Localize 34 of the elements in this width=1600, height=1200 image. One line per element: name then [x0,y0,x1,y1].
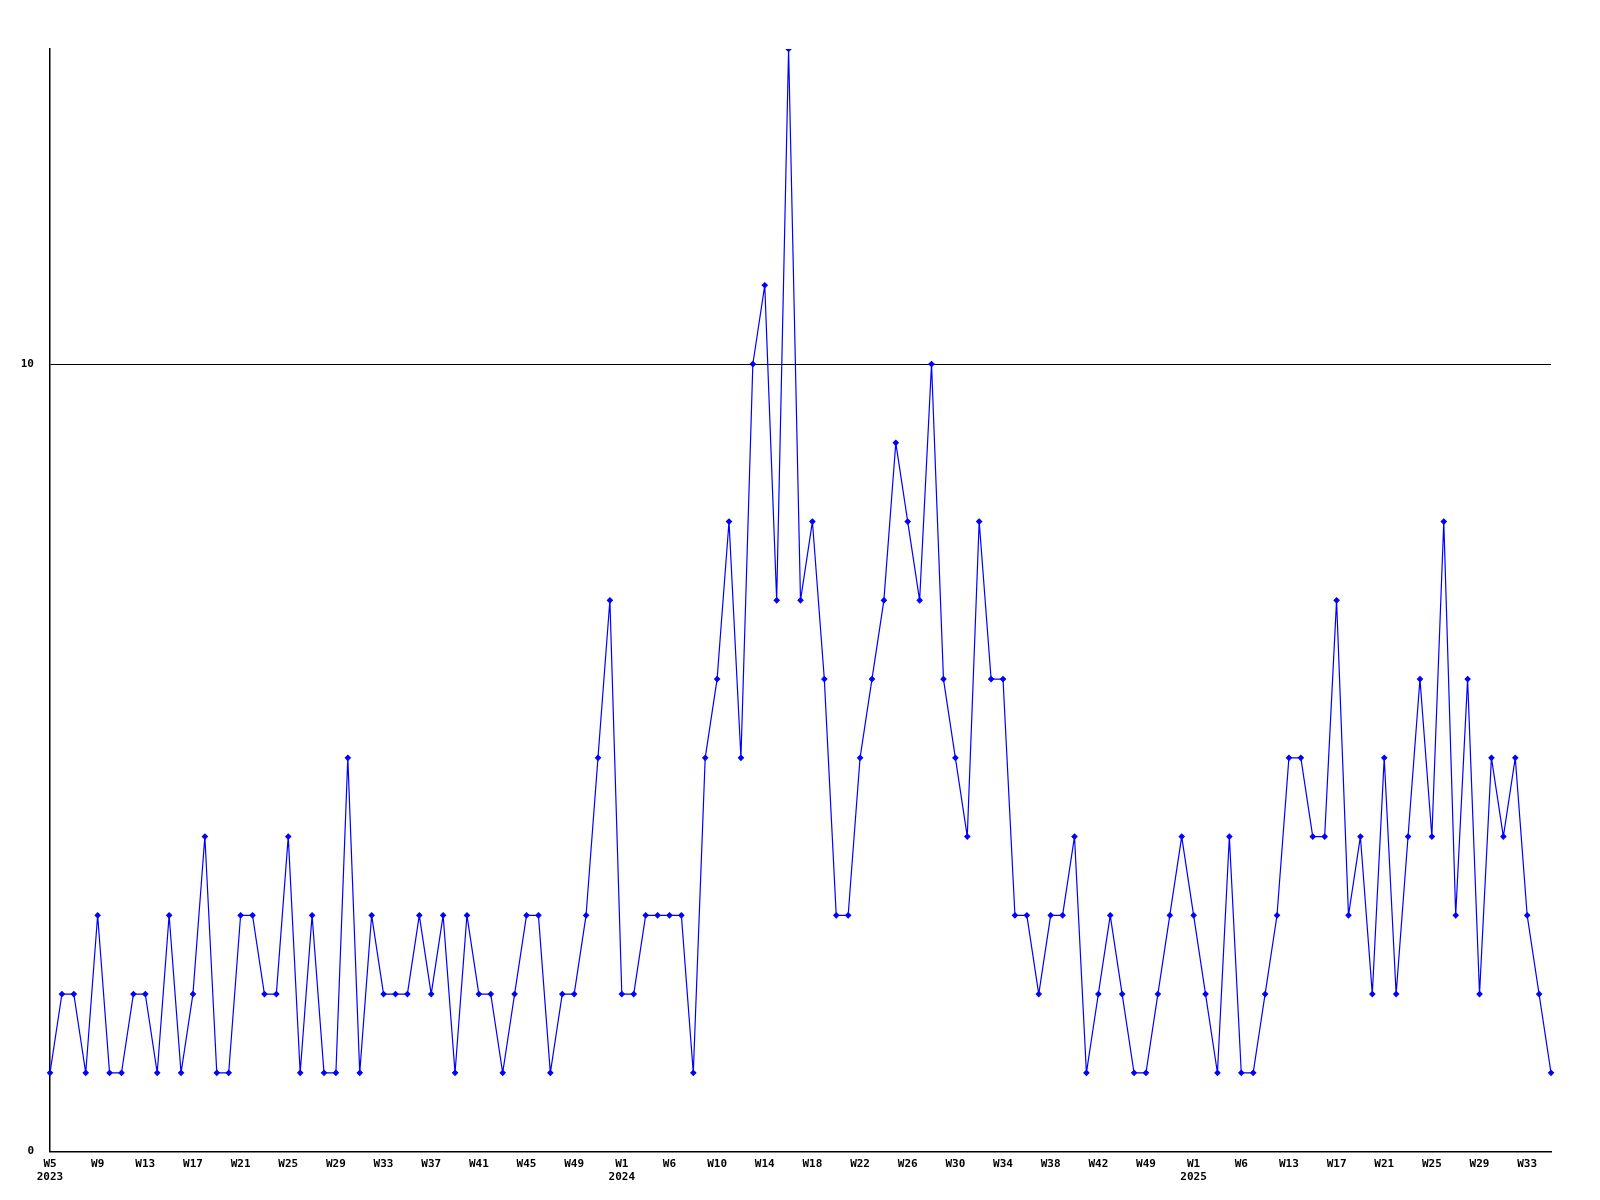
x-tick-label: W41 [468,1157,490,1171]
x-tick-label: W37 [421,1157,442,1171]
x-tick-label: W6 [662,1157,677,1171]
x-tick-label: W13 [135,1157,156,1171]
x-tick-label: W25 [1421,1157,1442,1171]
x-tick-label: W9 [91,1157,105,1171]
x-tick-label: W1 2024 [608,1157,636,1184]
y-tick-label: 0 [27,1144,34,1158]
x-tick-label: W45 [516,1157,537,1171]
x-tick-label: W42 [1088,1157,1109,1171]
x-tick-label: W14 [754,1157,776,1171]
x-tick-label: W13 [1278,1157,1299,1171]
x-tick-label: W10 [707,1157,728,1171]
x-tick-label: W21 [1374,1157,1395,1171]
x-tick-label: W22 [850,1157,870,1171]
x-tick-label: W5 2023 [36,1157,64,1184]
x-tick-label: W17 [1326,1157,1347,1171]
x-tick-label: W38 [1040,1157,1061,1171]
x-tick-label: W21 [230,1157,251,1171]
x-tick-label: W26 [897,1157,919,1171]
x-tick-label: W34 [993,1157,1014,1171]
x-tick-label: W25 [278,1157,299,1171]
x-tick-label: W6 [1234,1157,1249,1171]
x-tick-label: W29 [1469,1157,1490,1171]
x-tick-label: W29 [325,1157,346,1171]
x-tick-label: W33 [373,1157,394,1171]
x-tick-label: W1 2025 [1180,1157,1207,1184]
x-tick-label: W17 [183,1157,203,1171]
x-tick-label: W33 [1517,1157,1538,1171]
x-tick-label: W49 [1136,1157,1156,1171]
x-tick-label: W18 [802,1157,823,1171]
x-tick-label: W49 [564,1157,585,1171]
y-tick-label: 10 [20,356,34,370]
x-tick-label: W30 [945,1157,966,1171]
